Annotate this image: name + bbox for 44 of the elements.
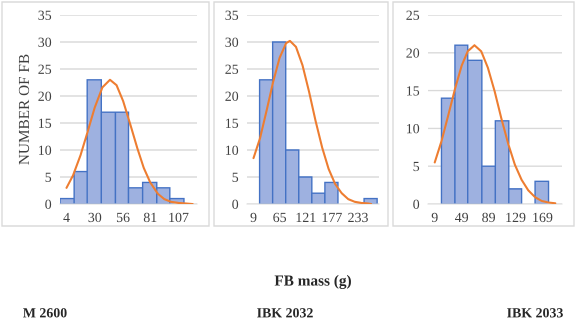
text: M 2600: [23, 308, 67, 318]
line-series: [434, 44, 556, 204]
y-tick-label: 30: [225, 38, 238, 47]
x-tick-label: 177: [322, 212, 342, 222]
y-tick-label: 20: [406, 48, 420, 58]
y-tick-label: 0: [413, 200, 420, 209]
y-tick-label: 15: [39, 118, 52, 128]
text: IBK 2033: [507, 308, 563, 318]
x-tick-label: 49: [454, 212, 468, 222]
y-tick-label: 10: [407, 124, 420, 134]
x-tick-label: 9: [250, 212, 256, 222]
y-tick-label: 25: [38, 64, 52, 74]
x-axis-title: FB mass (g): [274, 274, 351, 289]
y-tick-label: 0: [232, 200, 238, 209]
y-tick-label: 5: [46, 172, 52, 182]
y-tick-label: 20: [38, 92, 52, 101]
x-tick-label: 121: [296, 212, 316, 222]
x-tick-label: 9: [432, 212, 438, 222]
text: IBK 2032: [257, 308, 313, 318]
x-tick-label: 81: [144, 212, 156, 222]
y-tick-label: 25: [406, 10, 420, 20]
y-tick-label: 35: [38, 10, 52, 20]
x-tick-label: 107: [169, 212, 189, 222]
x-tick-label: 4: [63, 212, 70, 222]
y-tick-label: 15: [407, 86, 420, 96]
y-tick-label: 35: [225, 10, 238, 20]
y-tick-label: 5: [414, 162, 420, 172]
line-series: [65, 78, 194, 204]
x-tick-label: 169: [533, 212, 552, 222]
x-tick-label: 89: [482, 212, 495, 222]
y-tick-label: 15: [226, 118, 238, 128]
x-tick-label: 233: [348, 212, 368, 222]
y-tick-label: 10: [226, 146, 238, 155]
x-tick-label: 65: [273, 212, 286, 222]
x-tick-label: 129: [506, 212, 526, 222]
y-tick-label: 25: [225, 64, 238, 74]
x-tick-label: 30: [88, 212, 102, 222]
y-tick-label: 5: [232, 172, 238, 182]
y-axis-title: NUMBER OF FB: [18, 54, 30, 165]
y-tick-label: 0: [45, 200, 52, 209]
y-tick-label: 10: [39, 146, 52, 155]
x-tick-label: 56: [116, 212, 130, 222]
y-tick-label: 30: [38, 38, 52, 47]
y-tick-label: 20: [225, 92, 238, 101]
